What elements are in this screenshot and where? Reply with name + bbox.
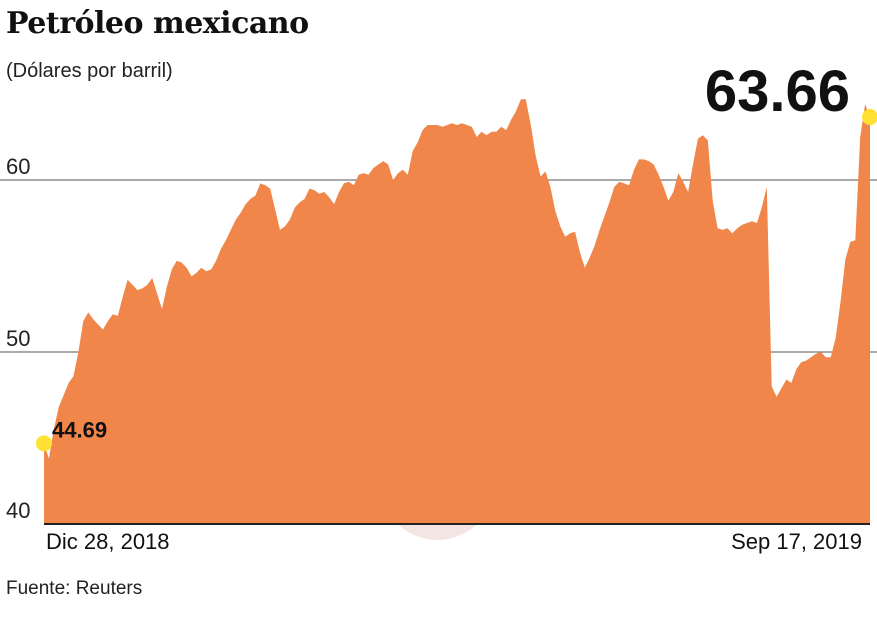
start-value-label: 44.69 bbox=[52, 417, 107, 442]
end-value-label: 63.66 bbox=[705, 59, 850, 124]
y-tick-label: 60 bbox=[6, 154, 30, 179]
y-tick-label: 40 bbox=[6, 498, 30, 523]
y-axis-ticks: 40 50 60 bbox=[6, 154, 30, 523]
chart-title: Petróleo mexicano bbox=[6, 6, 309, 41]
oil-price-chart: 40 50 60 Dic 28, 2018 Sep 17, 2019 44.69 63… bbox=[0, 59, 877, 554]
y-tick-label: 50 bbox=[6, 326, 30, 351]
price-area bbox=[44, 99, 870, 524]
x-end-label: Sep 17, 2019 bbox=[731, 529, 862, 554]
chart-subtitle: (Dólares por barril) bbox=[6, 60, 173, 82]
source-note: Fuente: Reuters bbox=[6, 578, 143, 599]
end-point-marker bbox=[862, 109, 877, 126]
start-point-marker bbox=[36, 435, 52, 452]
x-start-label: Dic 28, 2018 bbox=[46, 529, 170, 554]
